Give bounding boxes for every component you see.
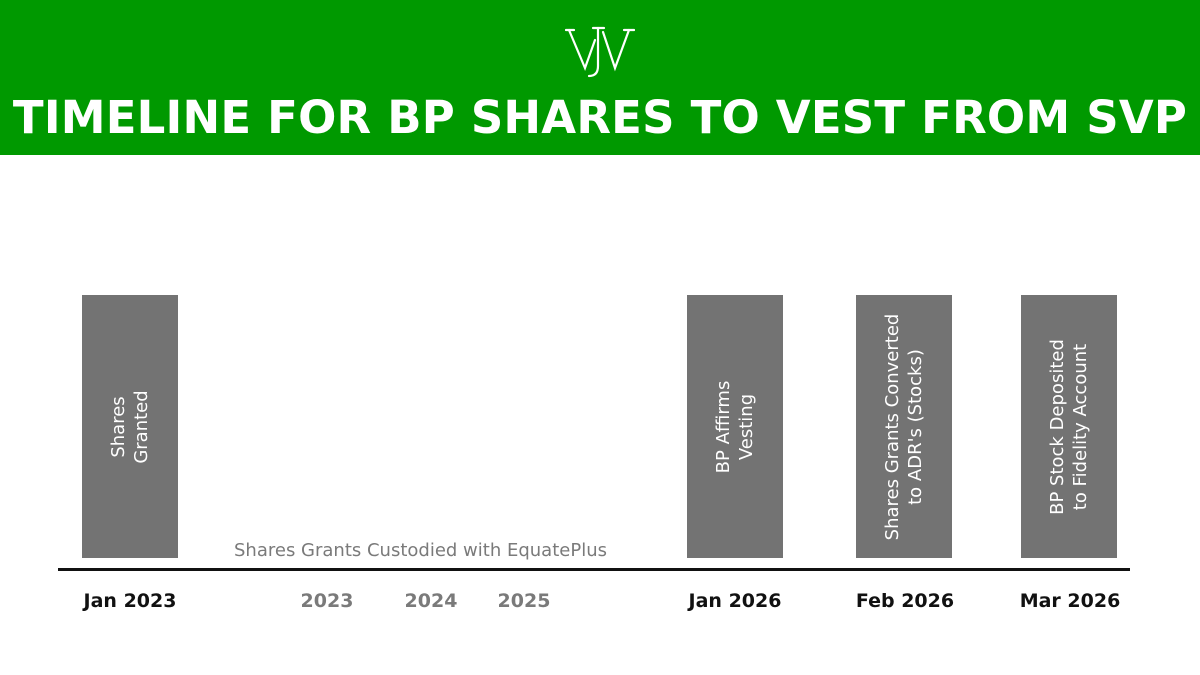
event-bar-bp-affirms-vesting: BP Affirms Vesting xyxy=(687,295,783,558)
date-label-feb-2026: Feb 2026 xyxy=(855,590,955,612)
event-bar-stock-deposited: BP Stock Deposited to Fidelity Account xyxy=(1021,295,1117,558)
year-label-2024: 2024 xyxy=(404,590,458,612)
event-bar-shares-granted: Shares Granted xyxy=(82,295,178,558)
page-title: TIMELINE FOR BP SHARES TO VEST FROM SVP xyxy=(12,91,1188,144)
event-label: Shares Grants Converted to ADR's (Stocks… xyxy=(882,313,926,540)
event-label: BP Stock Deposited to Fidelity Account xyxy=(1047,338,1091,515)
event-bar-shares-converted: Shares Grants Converted to ADR's (Stocks… xyxy=(856,295,952,558)
year-label-2023: 2023 xyxy=(300,590,354,612)
date-label-mar-2026: Mar 2026 xyxy=(1019,590,1121,612)
event-label: BP Affirms Vesting xyxy=(713,380,757,473)
date-label-jan-2023: Jan 2023 xyxy=(83,590,177,612)
vjw-monogram-icon xyxy=(565,26,635,78)
timeline-axis xyxy=(58,568,1130,571)
event-label: Shares Granted xyxy=(108,389,152,464)
year-label-2025: 2025 xyxy=(497,590,551,612)
custody-span-label: Shares Grants Custodied with EquatePlus xyxy=(234,540,607,561)
header-banner: TIMELINE FOR BP SHARES TO VEST FROM SVP xyxy=(0,0,1200,155)
date-label-jan-2026: Jan 2026 xyxy=(688,590,782,612)
